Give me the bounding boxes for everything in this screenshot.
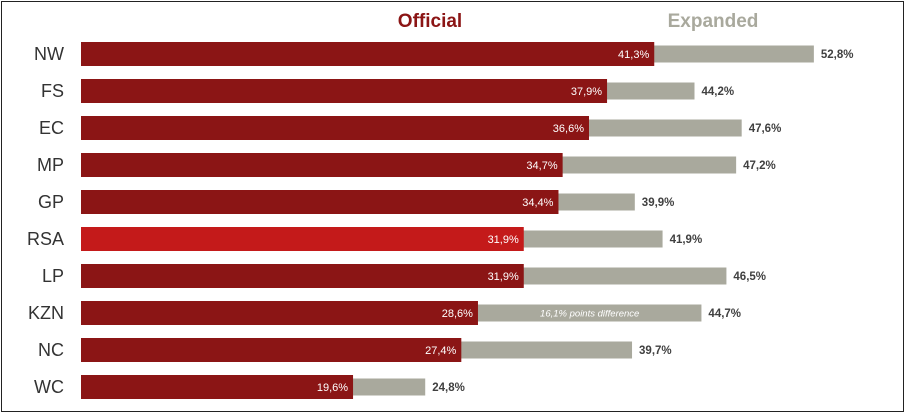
value-label-official-gp: 34,4%	[522, 197, 553, 209]
legend-official: Official	[398, 11, 462, 32]
bar-official-gp	[81, 190, 559, 214]
annotation-difference-kzn: 16,1% points difference	[540, 309, 639, 320]
value-label-expanded-fs: 44,2%	[701, 86, 734, 98]
value-label-expanded-mp: 47,2%	[743, 160, 776, 172]
category-label-wc: WC	[34, 377, 64, 397]
category-label-gp: GP	[38, 192, 64, 212]
bar-official-ec	[81, 116, 590, 140]
category-label-kzn: KZN	[28, 303, 64, 323]
value-label-official-fs: 37,9%	[571, 86, 602, 98]
category-label-nc: NC	[38, 340, 64, 360]
category-label-mp: MP	[37, 155, 64, 175]
category-label-rsa: RSA	[27, 229, 64, 249]
value-label-official-lp: 31,9%	[488, 271, 519, 283]
bar-official-mp	[81, 153, 563, 177]
value-label-expanded-gp: 39,9%	[642, 197, 675, 209]
bars-group: NW 41,3% 52,8% FS 37,9% 44,2% EC 36,6% 47,6% MP 34…	[27, 42, 853, 399]
value-label-expanded-ec: 47,6%	[749, 123, 782, 135]
value-label-expanded-kzn: 44,7%	[708, 308, 741, 320]
value-label-official-kzn: 28,6%	[442, 308, 473, 320]
value-label-official-ec: 36,6%	[553, 123, 584, 135]
value-label-official-mp: 34,7%	[526, 160, 557, 172]
bar-official-rsa	[81, 227, 524, 251]
bar-official-nc	[81, 338, 462, 362]
value-label-expanded-rsa: 41,9%	[670, 234, 703, 246]
bar-official-wc	[81, 375, 354, 399]
category-label-lp: LP	[42, 266, 64, 286]
value-label-official-wc: 19,6%	[317, 382, 348, 394]
bar-official-kzn	[81, 301, 478, 325]
category-label-nw: NW	[34, 44, 64, 64]
value-label-expanded-wc: 24,8%	[432, 382, 465, 394]
category-label-ec: EC	[39, 118, 64, 138]
bar-official-nw	[81, 42, 655, 66]
bar-official-fs	[81, 79, 608, 103]
value-label-official-nw: 41,3%	[618, 49, 649, 61]
value-label-expanded-lp: 46,5%	[733, 271, 766, 283]
category-label-fs: FS	[41, 81, 64, 101]
value-label-expanded-nc: 39,7%	[639, 345, 672, 357]
value-label-official-rsa: 31,9%	[488, 234, 519, 246]
value-label-expanded-nw: 52,8%	[821, 49, 854, 61]
bar-official-lp	[81, 264, 524, 288]
legend-expanded: Expanded	[668, 11, 759, 32]
value-label-official-nc: 27,4%	[425, 345, 456, 357]
